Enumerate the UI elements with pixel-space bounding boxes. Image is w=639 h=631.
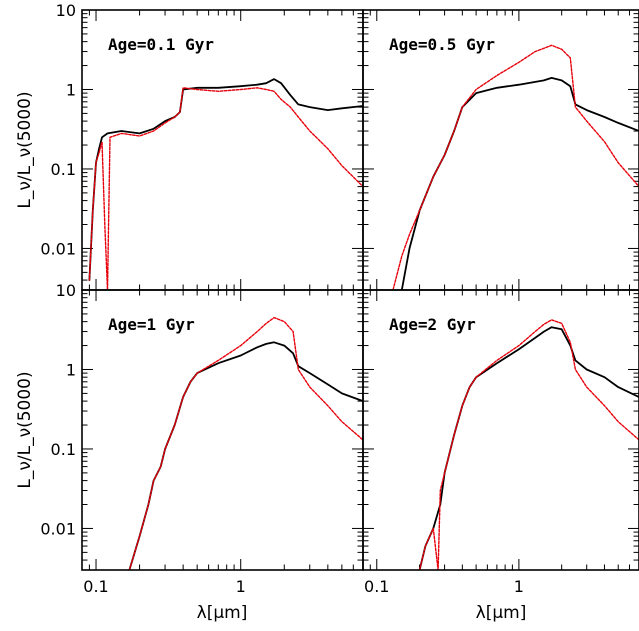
panel-2: Age=0.5 Gyr	[362, 9, 639, 291]
panel-title: Age=1 Gyr	[108, 315, 195, 334]
series-group-panel-2	[392, 44, 639, 290]
ticks-panel-4	[362, 289, 639, 571]
y-tick-label: 0.1	[51, 440, 76, 459]
series-line-2	[418, 319, 639, 570]
panel-4: Age=2 Gyr 0.1 1	[362, 289, 639, 596]
panel-title: Age=0.1 Gyr	[108, 35, 214, 54]
x-tick-label: 1	[514, 577, 524, 596]
series-line-2	[88, 87, 363, 290]
panel-3: Age=1 Gyr 0.01 0.1 1 10 0.1 1	[40, 281, 364, 596]
y-tick-label: 0.01	[40, 519, 76, 538]
y-tick-label: 0.01	[40, 239, 76, 258]
panels-group: Age=0.1 Gyr 0.01 0.1 1 10 Age=0.5 Gyr Age=1 Gy…	[40, 1, 639, 596]
x-axis-label-right: λ[μm]	[476, 603, 527, 623]
x-tick-label: 1	[236, 577, 246, 596]
y-tick-label: 0.1	[51, 160, 76, 179]
series-line-2	[128, 316, 363, 570]
series-line-1	[418, 326, 639, 570]
panel-1: Age=0.1 Gyr 0.01 0.1 1 10	[40, 1, 364, 291]
panel-title: Age=0.5 Gyr	[389, 35, 495, 54]
x-axis-label-left: λ[μm]	[197, 603, 248, 623]
series-group-panel-1	[88, 78, 363, 290]
y-axis-label-top: L_ν/L_ν(5000)	[15, 91, 35, 208]
y-tick-label: 10	[56, 281, 76, 300]
series-line-1	[88, 78, 363, 282]
series-group-panel-4	[418, 319, 639, 570]
panel-title: Age=2 Gyr	[389, 315, 476, 334]
panel-frame	[362, 289, 639, 571]
x-tick-label: 0.1	[83, 577, 108, 596]
y-axis-label-bottom: L_ν/L_ν(5000)	[15, 371, 35, 488]
x-tick-label: 0.1	[364, 577, 389, 596]
series-line-1	[400, 77, 639, 290]
y-tick-label: 1	[66, 80, 76, 99]
series-line-1	[128, 341, 363, 570]
y-tick-label: 1	[66, 360, 76, 379]
series-line-2	[392, 44, 639, 290]
y-tick-label: 10	[56, 1, 76, 20]
ticks-panel-1	[81, 9, 364, 291]
series-group-panel-3	[128, 316, 363, 570]
axis-titles: L_ν/L_ν(5000) L_ν/L_ν(5000) λ[μm] λ[μm]	[15, 91, 526, 623]
